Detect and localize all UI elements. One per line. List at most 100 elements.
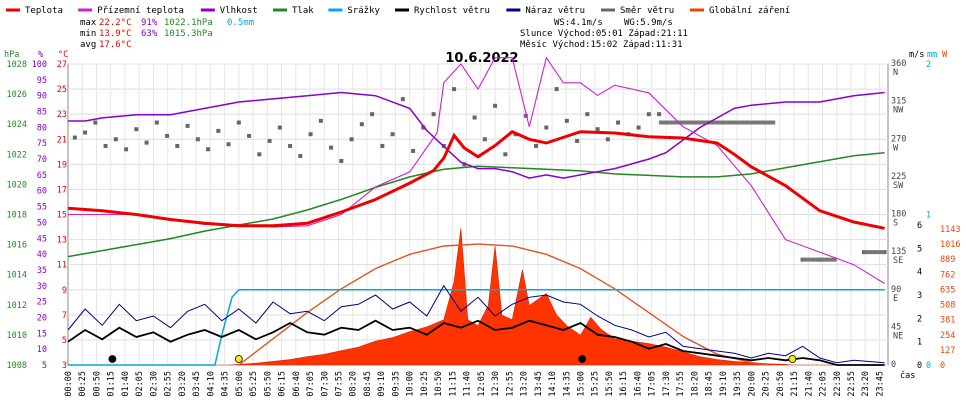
wind-direction-point xyxy=(400,97,405,102)
tick-time: 22:55 xyxy=(847,371,857,397)
tick-pressure: 1022 xyxy=(7,150,27,160)
wind-direction-point xyxy=(585,112,590,117)
tick-time: 07:05 xyxy=(306,371,316,397)
sun-moon-marker xyxy=(788,355,797,363)
wind-direction-point xyxy=(370,112,375,117)
tick-wind-speed: 2 xyxy=(917,314,922,324)
wind-direction-point xyxy=(595,127,600,132)
tick-time: 03:20 xyxy=(178,371,188,397)
wind-direction-point xyxy=(616,120,621,125)
tick-radiation: 762 xyxy=(940,270,955,280)
wind-direction-point xyxy=(472,115,477,120)
legend-label-teplota: Teplota xyxy=(25,6,63,16)
wind-direction-point xyxy=(247,133,252,138)
wind-direction-point xyxy=(72,135,77,140)
wind-direction-point xyxy=(298,153,303,158)
tick-temp: 19 xyxy=(57,160,67,170)
wind-direction-point xyxy=(124,147,129,152)
chart-title: 10.6.2022 xyxy=(445,51,518,66)
tick-time: 23:20 xyxy=(861,371,871,397)
tick-radiation: 508 xyxy=(940,301,955,311)
stat-min-label: min xyxy=(80,29,96,39)
wind-direction-point xyxy=(103,143,108,148)
wind-direction-point xyxy=(93,120,98,125)
tick-time: 04:10 xyxy=(206,371,216,397)
tick-time: 06:15 xyxy=(278,371,288,397)
wind-direction-point xyxy=(185,123,190,128)
tick-direction-compass: NW xyxy=(893,106,904,116)
tick-time: 06:40 xyxy=(292,371,302,397)
wind-direction-point xyxy=(288,143,293,148)
tick-time: 11:40 xyxy=(463,371,473,397)
wind-direction-point xyxy=(431,112,436,117)
tick-temp: 17 xyxy=(57,185,67,195)
tick-time: 17:05 xyxy=(648,371,658,397)
tick-time: 22:30 xyxy=(833,371,843,397)
tick-time: 00:25 xyxy=(78,371,88,397)
tick-direction: 0 xyxy=(891,360,896,370)
tick-radiation: 1143 xyxy=(940,225,960,235)
stat-wind-gust: WG:5.9m/s xyxy=(624,18,673,28)
tick-time: 08:20 xyxy=(349,371,359,397)
wind-direction-point xyxy=(657,112,662,117)
tick-time: 11:15 xyxy=(448,371,458,397)
tick-time: 15:25 xyxy=(591,371,601,397)
tick-wind-speed: 0 xyxy=(917,361,922,371)
tick-time: 10:25 xyxy=(420,371,430,397)
wind-direction-point xyxy=(113,137,118,142)
tick-rain: 0 xyxy=(926,361,931,371)
wind-direction-point xyxy=(144,140,149,145)
tick-pressure: 1024 xyxy=(7,120,27,130)
legend-label-rychlost: Rychlost větru xyxy=(414,6,490,16)
tick-humidity: 85 xyxy=(37,108,47,118)
sun-moon-marker xyxy=(578,355,587,363)
tick-time: 18:20 xyxy=(690,371,700,397)
tick-direction: 135 xyxy=(891,247,906,257)
wind-direction-point xyxy=(503,152,508,157)
tick-pressure: 1014 xyxy=(7,271,27,281)
tick-pressure: 1020 xyxy=(7,180,27,190)
tick-radiation: 889 xyxy=(940,255,955,265)
wind-direction-point xyxy=(534,143,539,148)
tick-time: 20:50 xyxy=(776,371,786,397)
tick-wind-speed: 1 xyxy=(917,338,922,348)
tick-time: 19:10 xyxy=(719,371,729,397)
wind-direction-point xyxy=(134,127,139,132)
tick-time: 20:25 xyxy=(762,371,772,397)
tick-time: 05:50 xyxy=(263,371,273,397)
wind-direction-point xyxy=(195,137,200,142)
tick-humidity: 75 xyxy=(37,139,47,149)
tick-temp: 25 xyxy=(57,85,67,95)
tick-humidity: 30 xyxy=(37,282,47,292)
wind-direction-point xyxy=(206,147,211,152)
tick-humidity: 100 xyxy=(32,60,47,70)
tick-pressure: 1028 xyxy=(7,60,27,70)
series-temperature xyxy=(67,129,885,230)
stat-avg-label: avg xyxy=(80,40,96,50)
tick-time: 23:45 xyxy=(875,371,885,397)
tick-humidity: 65 xyxy=(37,171,47,181)
wind-direction-point xyxy=(523,113,528,118)
tick-direction: 315 xyxy=(891,97,906,107)
wind-direction-point xyxy=(83,130,88,135)
series-precipitation xyxy=(68,289,885,366)
tick-time: 08:45 xyxy=(363,371,373,397)
tick-radiation: 635 xyxy=(940,285,955,295)
tick-radiation: 1016 xyxy=(940,240,960,250)
wind-direction-point xyxy=(544,125,549,130)
tick-temp: 15 xyxy=(57,211,67,221)
wind-direction-point xyxy=(277,125,282,130)
legend-label-zareni: Globální záření xyxy=(709,6,790,16)
tick-humidity: 25 xyxy=(37,298,47,308)
tick-pressure: 1026 xyxy=(7,90,27,100)
tick-humidity: 50 xyxy=(37,218,47,228)
series-radiation-clear-sky xyxy=(238,243,769,366)
wind-direction-point xyxy=(390,132,395,137)
wind-direction-point xyxy=(329,145,334,150)
plot-area xyxy=(67,56,887,366)
tick-time: 04:35 xyxy=(221,371,231,397)
tick-time: 19:35 xyxy=(733,371,743,397)
tick-direction-compass: NE xyxy=(893,331,903,341)
wind-direction-point xyxy=(605,137,610,142)
